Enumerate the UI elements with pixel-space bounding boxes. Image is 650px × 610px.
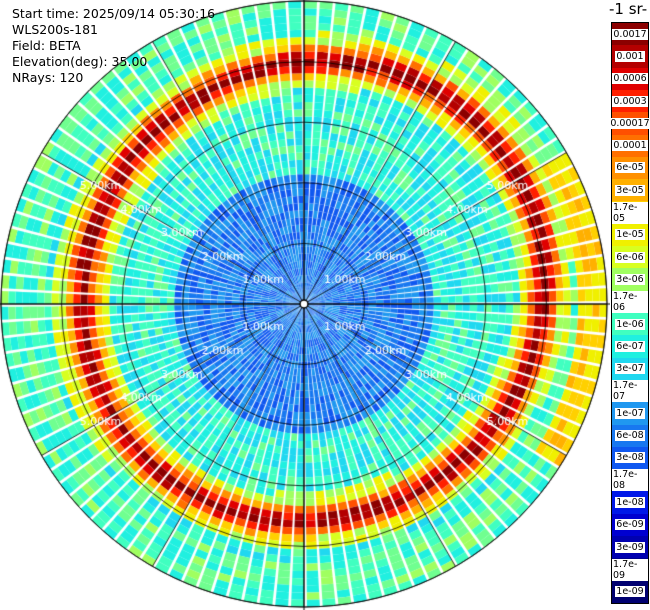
colorbar-tick-label: 0.0003: [612, 95, 648, 107]
colorbar-tick-label: 3e-07: [615, 363, 645, 375]
colorbar-segment: 0.0003: [612, 89, 648, 113]
colorbar-segment: 1.7e-06: [612, 290, 648, 313]
colorbar-title: -1 sr-: [609, 0, 648, 18]
colorbar-segment: 1e-05: [612, 223, 648, 247]
colorbar-segment: 3e-09: [612, 536, 648, 559]
colorbar-tick-label: 3e-09: [615, 541, 645, 553]
colorbar-segment: 3e-08: [612, 446, 648, 470]
colorbar-tick-label: 1.7e-09: [612, 558, 648, 581]
colorbar-segment: 6e-06: [612, 246, 648, 269]
colorbar-tick-label: 1e-09: [615, 586, 645, 598]
colorbar: 0.0017 0.001 0.0006 0.0003 0.00017 0.0001 6e-0…: [609, 22, 650, 604]
colorbar-tick-label: 6e-09: [615, 519, 645, 531]
colorbar-tick-label: 3e-05: [615, 184, 645, 196]
ppi-plot: [0, 0, 610, 610]
colorbar-tick-label: 1.7e-06: [612, 290, 648, 313]
nrays-label: NRays: 120: [12, 70, 84, 85]
colorbar-segment: 0.00017: [609, 112, 650, 135]
colorbar-segment: 1.7e-09: [612, 558, 648, 581]
colorbar-segment: 1e-08: [612, 491, 648, 514]
colorbar-segment: 1.7e-07: [612, 379, 648, 403]
colorbar-tick-label: 3e-08: [615, 452, 645, 464]
elevation-label: Elevation(deg): 35.00: [12, 54, 148, 69]
colorbar-tick-label: 1e-07: [615, 407, 645, 419]
colorbar-tick-label: 0.001: [615, 50, 645, 62]
colorbar-segment: 1e-07: [612, 402, 648, 425]
colorbar-tick-label: 1.7e-08: [612, 469, 648, 492]
colorbar-segment: 6e-05: [612, 156, 648, 180]
colorbar-tick-label: 0.00017: [609, 117, 650, 129]
colorbar-segment: 0.0017: [612, 23, 648, 46]
colorbar-tick-label: 1e-06: [615, 318, 645, 330]
colorbar-tick-label: 1.7e-05: [612, 201, 648, 224]
field-label: Field: BETA: [12, 38, 81, 53]
colorbar-tick-label: 6e-07: [615, 340, 645, 352]
colorbar-segment: 6e-09: [612, 513, 648, 537]
colorbar-segment: 3e-07: [612, 357, 648, 380]
colorbar-tick-label: 6e-05: [615, 162, 645, 174]
colorbar-segment: 1e-06: [612, 313, 648, 336]
colorbar-segment: 0.0001: [612, 134, 648, 157]
instrument-label: WLS200s-181: [12, 22, 98, 37]
colorbar-tick-label: 0.0006: [612, 73, 648, 85]
colorbar-segment: 1.7e-08: [612, 469, 648, 492]
colorbar-segment: 3e-05: [612, 179, 648, 202]
colorbar-tick-label: 6e-06: [615, 251, 645, 263]
start-time-label: Start time: 2025/09/14 05:30:16: [12, 6, 216, 21]
colorbar-segment: 3e-06: [612, 268, 648, 291]
colorbar-segment: 6e-07: [612, 335, 648, 358]
colorbar-tick-label: 1e-08: [615, 497, 645, 509]
colorbar-tick-label: 6e-08: [615, 430, 645, 442]
colorbar-tick-label: 3e-06: [615, 274, 645, 286]
colorbar-segment: 0.001: [612, 45, 648, 68]
colorbar-segment: 6e-08: [612, 424, 648, 447]
colorbar-tick-label: 0.0001: [612, 140, 648, 152]
colorbar-tick-label: 1e-05: [615, 229, 645, 241]
colorbar-tick-label: 0.0017: [612, 28, 648, 40]
colorbar-segment: 1.7e-05: [612, 201, 648, 224]
colorbar-tick-label: 1.7e-07: [612, 380, 648, 403]
colorbar-segment: 1e-09: [612, 580, 648, 603]
colorbar-segment: 0.0006: [612, 67, 648, 90]
